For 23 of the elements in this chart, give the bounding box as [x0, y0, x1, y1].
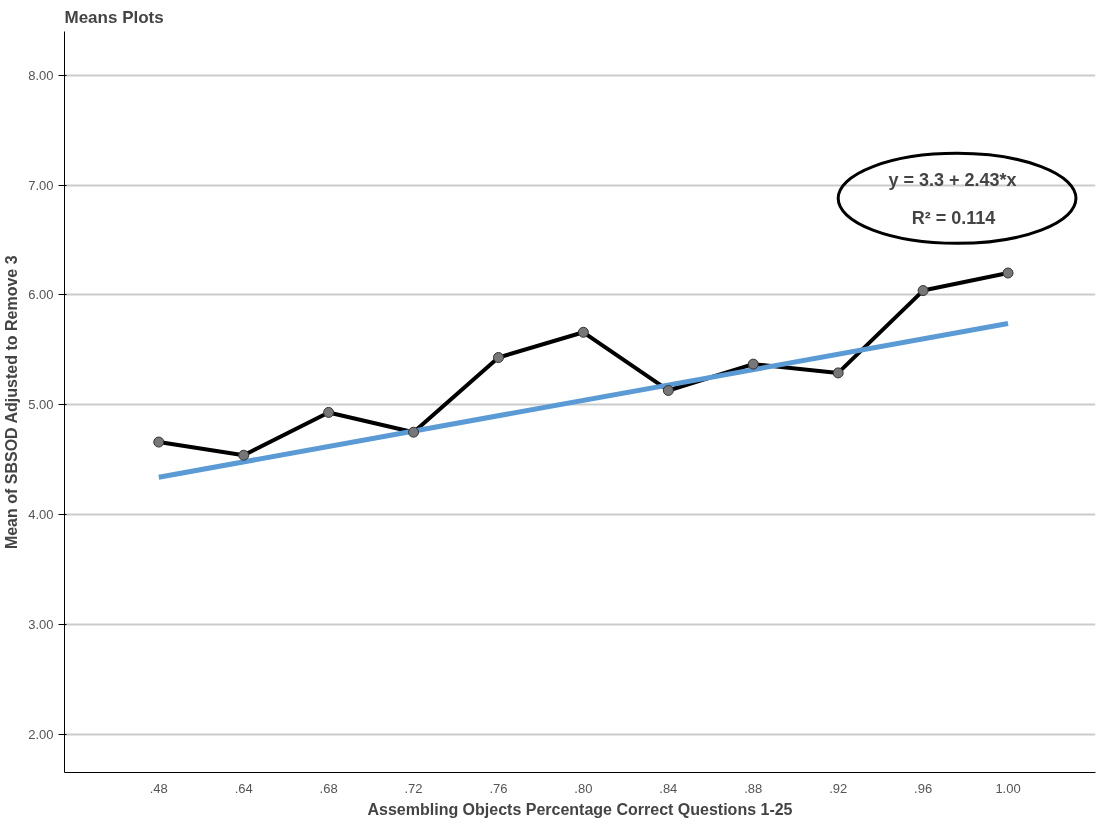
y-tick-label: 5.00 — [28, 397, 54, 413]
y-tick-label: 7.00 — [28, 177, 54, 193]
x-tick-label: .64 — [234, 780, 253, 796]
y-tick-label: 8.00 — [28, 67, 54, 83]
annotation: R² = 0.114 — [911, 208, 996, 229]
x-axis-title: Assembling Objects Percentage Correct Questions 1-25 — [367, 800, 793, 818]
chart-title: Means Plots — [64, 7, 164, 27]
x-tick-label: .48 — [149, 780, 168, 796]
x-tick-label: .92 — [829, 780, 848, 796]
x-tick-label: .72 — [404, 780, 423, 796]
x-tick-label: 1.00 — [995, 780, 1021, 796]
annotation: y = 3.3 + 2.43*x — [888, 169, 1017, 190]
x-tick-label: .88 — [744, 780, 763, 796]
y-tick-label: 4.00 — [28, 507, 54, 523]
y-axis-title: Mean of SBSOD Adjusted to Remove 3 — [3, 255, 21, 550]
x-tick-label: .68 — [319, 780, 338, 796]
x-tick-label: .80 — [574, 780, 593, 796]
x-tick-label: .76 — [489, 780, 508, 796]
y-tick-label: 2.00 — [28, 726, 54, 742]
x-tick-label: .96 — [914, 780, 933, 796]
y-tick-label: 3.00 — [28, 616, 54, 632]
x-tick-label: .84 — [659, 780, 678, 796]
y-tick-label: 6.00 — [28, 287, 54, 303]
